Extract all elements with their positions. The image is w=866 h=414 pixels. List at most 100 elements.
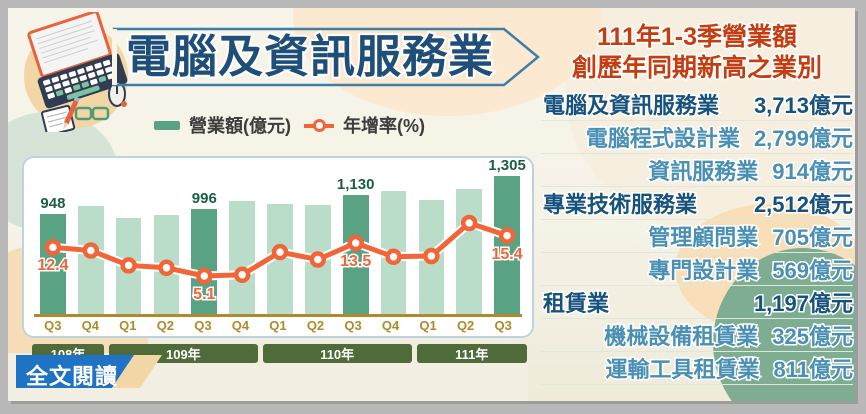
bar-slot: 1,305 bbox=[488, 157, 526, 314]
x-axis-tick: Q2 bbox=[156, 318, 175, 333]
industry-value: 3,713億元 bbox=[752, 92, 854, 120]
bar-value-label: 996 bbox=[191, 190, 217, 207]
content-frame: 電腦及資訊服務業 營業額(億元) 年增率(%) 948 996 1,130 1,305… bbox=[8, 8, 855, 401]
industry-value: 569億元 bbox=[771, 257, 855, 285]
line-point bbox=[498, 227, 516, 244]
industry-value: 705億元 bbox=[771, 224, 855, 252]
bar-slot: 948 bbox=[34, 164, 72, 314]
legend-bar-label: 營業額(億元) bbox=[189, 116, 291, 136]
industry-name: 租賃業 bbox=[542, 290, 611, 318]
page-title-text: 電腦及資訊服務業 bbox=[124, 29, 495, 84]
industry-value: 1,197億元 bbox=[752, 290, 854, 318]
industry-row: 運輸工具租賃業 811億元 bbox=[541, 352, 854, 385]
industry-name: 電腦程式設計業 bbox=[584, 125, 741, 153]
industry-name: 運輸工具租賃業 bbox=[604, 356, 761, 384]
industry-value: 914億元 bbox=[771, 158, 855, 186]
line-point bbox=[460, 214, 478, 232]
laptop-desk-icon bbox=[14, 12, 140, 132]
line-value-label: 15.4 bbox=[490, 244, 524, 264]
bar bbox=[40, 214, 66, 314]
read-more-button[interactable]: 全文閱讀 bbox=[16, 355, 166, 389]
bar-value-label: 1,305 bbox=[488, 157, 526, 174]
bar bbox=[494, 176, 520, 314]
line-point bbox=[44, 239, 62, 256]
industry-row: 電腦及資訊服務業 3,713億元 bbox=[541, 88, 855, 121]
decor-blob-green-right-2 bbox=[755, 308, 855, 401]
industry-value: 2,799億元 bbox=[752, 125, 854, 153]
x-axis-tick: Q1 bbox=[119, 318, 137, 333]
x-axis-tick: Q2 bbox=[456, 318, 475, 333]
x-axis-tick: Q4 bbox=[381, 318, 400, 333]
x-axis-tick: Q4 bbox=[81, 318, 99, 333]
industry-row: 租賃業 1,197億元 bbox=[541, 286, 855, 319]
line-point bbox=[158, 259, 175, 277]
line-point bbox=[82, 242, 100, 259]
right-heading-line1: 111年1-3季營業額 bbox=[595, 22, 798, 53]
line-point bbox=[423, 247, 440, 265]
industry-value: 325億元 bbox=[771, 323, 855, 351]
bar-slot bbox=[223, 164, 261, 314]
line-point bbox=[347, 234, 364, 252]
industry-row: 電腦程式設計業 2,799億元 bbox=[541, 121, 855, 154]
bar-value-label: 948 bbox=[40, 195, 66, 212]
industry-row: 專門設計業 569億元 bbox=[541, 253, 855, 286]
bar-slot: 996 bbox=[185, 164, 223, 314]
bar bbox=[229, 201, 255, 314]
x-axis-labels: Q3 Q4 Q1 Q2 Q3 Q4 Q1 Q2 Q3 Q4 Q1 Q2 Q3 bbox=[34, 318, 522, 338]
right-panel: 111年1-3季營業額 創歷年同期新高之業別 電腦及資訊服務業 3,713億元 電腦… bbox=[541, 16, 855, 401]
line-point bbox=[385, 248, 402, 266]
bar bbox=[77, 206, 104, 314]
x-axis-tick: Q4 bbox=[231, 318, 250, 333]
industry-row: 專業技術服務業 2,512億元 bbox=[541, 187, 855, 220]
line-point bbox=[196, 267, 213, 285]
industry-name: 管理顧問業 bbox=[647, 224, 760, 252]
industry-row: 機械設備租賃業 325億元 bbox=[541, 319, 855, 352]
x-axis-tick: Q2 bbox=[306, 318, 325, 333]
line-point bbox=[120, 257, 137, 274]
x-axis-tick: Q3 bbox=[494, 318, 512, 333]
industry-name: 機械設備租賃業 bbox=[603, 323, 760, 351]
year-band: 111年 bbox=[416, 344, 527, 363]
line-value-label: 5.1 bbox=[192, 284, 217, 304]
x-axis-tick: Q3 bbox=[44, 318, 62, 333]
chart-plot: 948 996 1,130 1,305 12.4 5.1 13.5 15.4 bbox=[34, 157, 526, 314]
industry-name: 專業技術服務業 bbox=[542, 191, 699, 219]
industry-row: 管理顧問業 705億元 bbox=[541, 220, 855, 253]
x-axis-tick: Q1 bbox=[419, 318, 437, 333]
industry-name: 電腦及資訊服務業 bbox=[542, 92, 721, 120]
bar bbox=[456, 189, 483, 314]
industry-value: 811億元 bbox=[772, 356, 854, 384]
bar-slot bbox=[450, 164, 488, 314]
industry-row: 資訊服務業 914億元 bbox=[541, 154, 855, 187]
line-point bbox=[271, 243, 289, 261]
chart-legend: 營業額(億元) 年增率(%) bbox=[154, 112, 425, 138]
bar-slot bbox=[72, 164, 110, 314]
right-heading-line2: 創歷年同期新高之業別 bbox=[570, 53, 823, 84]
x-axis-line bbox=[34, 314, 522, 317]
year-band: 110年 bbox=[262, 344, 412, 363]
industry-value: 2,512億元 bbox=[752, 191, 854, 219]
bar bbox=[342, 195, 369, 314]
chart-card: 948 996 1,130 1,305 12.4 5.1 13.5 15.4 Q3 Q4 Q1 Q… bbox=[22, 156, 534, 338]
line-point bbox=[309, 251, 327, 268]
page-title: 電腦及資訊服務業 bbox=[112, 26, 542, 88]
industry-list: 電腦及資訊服務業 3,713億元 電腦程式設計業 2,799億元 資訊服務業 914億元專… bbox=[541, 88, 855, 385]
bar-value-label: 1,130 bbox=[336, 176, 375, 193]
x-axis-tick: Q3 bbox=[344, 318, 362, 333]
bar bbox=[191, 209, 218, 314]
legend-line-label: 年增率(%) bbox=[343, 116, 425, 136]
x-axis-tick: Q1 bbox=[269, 318, 287, 333]
line-series bbox=[44, 214, 516, 285]
x-axis-tick: Q3 bbox=[194, 318, 212, 333]
line-value-label: 13.5 bbox=[339, 252, 373, 272]
industry-name: 專門設計業 bbox=[647, 257, 760, 285]
line-value-label: 12.4 bbox=[36, 256, 70, 276]
line-point bbox=[233, 266, 251, 284]
bar-slot: 1,130 bbox=[337, 164, 375, 314]
legend-bar-swatch bbox=[154, 120, 180, 130]
right-panel-heading: 111年1-3季營業額 創歷年同期新高之業別 bbox=[541, 16, 853, 84]
legend-line-swatch bbox=[304, 119, 334, 132]
read-more-label: 全文閱讀 bbox=[26, 364, 119, 389]
industry-name: 資訊服務業 bbox=[647, 158, 760, 186]
